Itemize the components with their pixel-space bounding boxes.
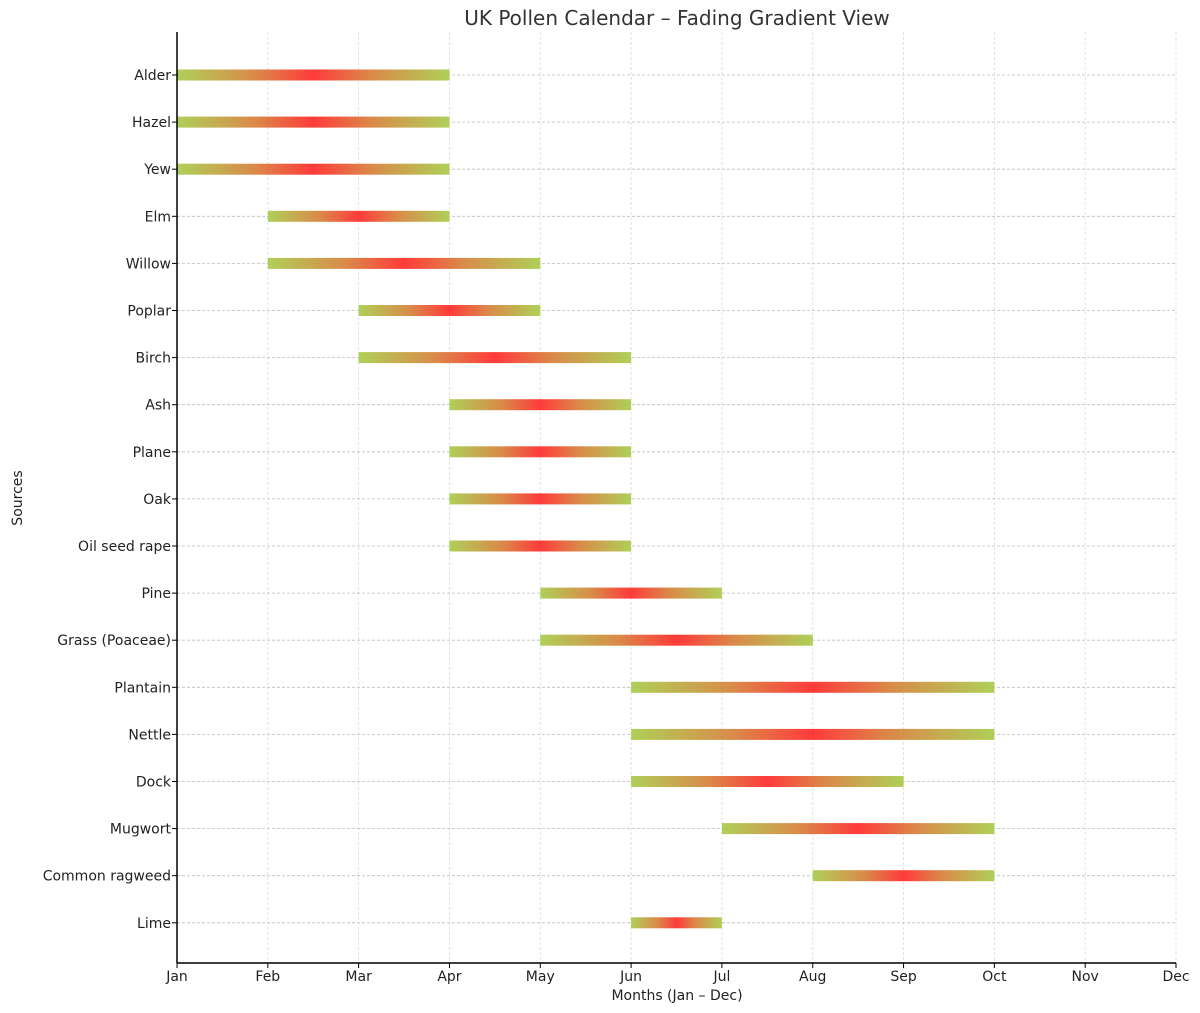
axes: [176, 32, 1176, 964]
y-tick-label: Ash: [145, 398, 171, 414]
y-tick-label: Pine: [141, 586, 171, 602]
y-axis-label: Sources: [10, 470, 26, 525]
y-tick-label: Grass (Poaceae): [57, 633, 171, 649]
x-tick-label: Jan: [165, 969, 188, 985]
season-bar: [631, 917, 722, 929]
y-tick-label: Elm: [145, 209, 171, 225]
x-tick-label: Jun: [619, 969, 642, 985]
x-axis-label: Months (Jan – Dec): [611, 988, 742, 1004]
y-tick-label: Birch: [135, 351, 171, 367]
season-bar: [812, 870, 995, 882]
chart-title: UK Pollen Calendar – Fading Gradient Vie…: [464, 6, 890, 30]
y-tick-labels: Alder Hazel Yew Elm Willow Poplar Birch Ash Plan…: [43, 68, 177, 932]
y-tick-label: Hazel: [132, 115, 171, 131]
y-tick-label: Poplar: [127, 304, 171, 320]
season-bar: [358, 352, 632, 364]
season-bar: [631, 728, 995, 740]
season-bar: [721, 823, 995, 835]
x-tick-label: Nov: [1072, 969, 1099, 985]
y-tick-label: Oak: [143, 492, 172, 508]
x-tick-label: Oct: [982, 969, 1007, 985]
x-tick-label: Mar: [345, 969, 372, 985]
y-tick-label: Plane: [133, 445, 171, 461]
season-bar: [449, 540, 632, 552]
season-bar: [358, 305, 541, 316]
season-bar: [449, 446, 632, 458]
y-tick-label: Willow: [126, 256, 171, 272]
x-tick-labels: Jan Feb Mar Apr May Jun Jul Aug Sep Oct Nov Dec: [165, 963, 1190, 985]
season-bar: [449, 399, 632, 411]
y-tick-label: Oil seed rape: [78, 539, 171, 555]
bars: [177, 69, 995, 929]
season-bar: [177, 163, 450, 175]
season-bar: [177, 116, 450, 128]
y-tick-label: Alder: [134, 68, 171, 84]
y-tick-label: Dock: [136, 775, 172, 791]
season-bar: [540, 587, 722, 599]
x-tick-label: Feb: [255, 969, 280, 985]
y-tick-label: Lime: [137, 916, 171, 932]
season-bar: [267, 210, 450, 222]
x-tick-label: Dec: [1162, 969, 1189, 985]
x-tick-label: Jul: [712, 969, 730, 985]
season-bar: [177, 69, 450, 81]
x-tick-label: Sep: [890, 969, 917, 985]
y-tick-label: Plantain: [114, 680, 171, 696]
season-bar: [267, 257, 541, 269]
x-tick-label: Apr: [437, 969, 461, 985]
season-bar: [631, 681, 995, 693]
season-bar: [540, 634, 813, 646]
y-tick-label: Yew: [143, 162, 171, 178]
x-tick-label: Aug: [799, 969, 826, 985]
y-tick-label: Nettle: [128, 727, 171, 743]
y-tick-label: Common ragweed: [43, 869, 171, 885]
season-bar: [449, 493, 632, 505]
season-bar: [631, 776, 904, 787]
x-tick-label: May: [526, 969, 555, 985]
y-tick-label: Mugwort: [110, 822, 172, 838]
